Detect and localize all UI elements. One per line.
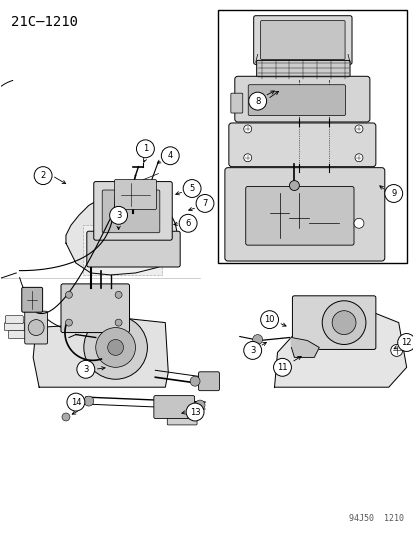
FancyBboxPatch shape: [61, 284, 129, 333]
FancyBboxPatch shape: [248, 85, 345, 116]
FancyBboxPatch shape: [5, 322, 24, 330]
FancyBboxPatch shape: [102, 190, 159, 233]
Circle shape: [331, 311, 355, 335]
Text: 7: 7: [202, 199, 207, 208]
Text: 14: 14: [71, 398, 81, 407]
Circle shape: [390, 344, 402, 357]
FancyBboxPatch shape: [234, 76, 369, 122]
Text: 13: 13: [189, 408, 200, 416]
Circle shape: [354, 154, 362, 161]
Polygon shape: [33, 318, 168, 387]
FancyBboxPatch shape: [198, 372, 219, 391]
Circle shape: [183, 180, 201, 197]
Circle shape: [67, 393, 85, 411]
Circle shape: [107, 340, 123, 356]
Circle shape: [83, 396, 93, 406]
Text: 11: 11: [277, 363, 287, 372]
Text: 10: 10: [263, 315, 274, 324]
Circle shape: [65, 292, 72, 298]
Text: 5: 5: [189, 184, 194, 193]
Text: 1: 1: [142, 144, 148, 154]
Text: 94J50  1210: 94J50 1210: [348, 514, 403, 523]
Text: 21C‒1210: 21C‒1210: [11, 15, 78, 29]
Circle shape: [109, 206, 127, 224]
Circle shape: [77, 360, 95, 378]
Circle shape: [65, 319, 72, 326]
Circle shape: [196, 195, 214, 212]
FancyBboxPatch shape: [260, 21, 344, 59]
Bar: [83, 225, 162, 275]
Circle shape: [115, 292, 122, 298]
Circle shape: [115, 319, 122, 326]
FancyBboxPatch shape: [25, 311, 47, 344]
FancyBboxPatch shape: [114, 180, 156, 209]
Circle shape: [136, 140, 154, 158]
Circle shape: [273, 358, 291, 376]
Bar: [217, 10, 406, 263]
FancyBboxPatch shape: [154, 395, 194, 418]
Circle shape: [62, 413, 70, 421]
Polygon shape: [274, 313, 406, 387]
FancyBboxPatch shape: [8, 330, 30, 338]
Text: 8: 8: [254, 96, 260, 106]
Circle shape: [161, 147, 179, 165]
Circle shape: [195, 400, 204, 410]
Text: 2: 2: [40, 171, 45, 180]
Circle shape: [260, 311, 278, 328]
FancyBboxPatch shape: [167, 409, 197, 425]
FancyBboxPatch shape: [228, 123, 375, 167]
FancyBboxPatch shape: [22, 287, 43, 312]
Circle shape: [83, 316, 147, 379]
Polygon shape: [291, 337, 318, 358]
FancyBboxPatch shape: [253, 15, 351, 64]
FancyBboxPatch shape: [256, 60, 349, 80]
Circle shape: [34, 167, 52, 184]
Text: 6: 6: [185, 219, 190, 228]
FancyBboxPatch shape: [292, 296, 375, 350]
Circle shape: [354, 125, 362, 133]
Circle shape: [190, 376, 199, 386]
Text: 3: 3: [83, 365, 88, 374]
Text: 3: 3: [116, 211, 121, 220]
Circle shape: [248, 92, 266, 110]
Circle shape: [321, 301, 365, 344]
Circle shape: [95, 328, 135, 367]
Circle shape: [243, 154, 251, 161]
Circle shape: [243, 342, 261, 359]
FancyBboxPatch shape: [87, 231, 180, 267]
Circle shape: [353, 219, 363, 228]
FancyBboxPatch shape: [230, 93, 242, 113]
Circle shape: [186, 403, 204, 421]
Text: 9: 9: [390, 189, 395, 198]
FancyBboxPatch shape: [5, 316, 23, 324]
Circle shape: [179, 214, 197, 232]
Circle shape: [384, 184, 402, 203]
Text: 4: 4: [167, 151, 173, 160]
Circle shape: [28, 320, 44, 336]
Text: 12: 12: [401, 338, 411, 347]
Text: 3: 3: [249, 346, 255, 355]
Circle shape: [397, 334, 413, 351]
Circle shape: [252, 335, 262, 344]
FancyBboxPatch shape: [245, 187, 353, 245]
FancyBboxPatch shape: [224, 168, 384, 261]
Circle shape: [289, 181, 299, 190]
Polygon shape: [66, 196, 178, 275]
Circle shape: [243, 125, 251, 133]
FancyBboxPatch shape: [93, 182, 172, 240]
